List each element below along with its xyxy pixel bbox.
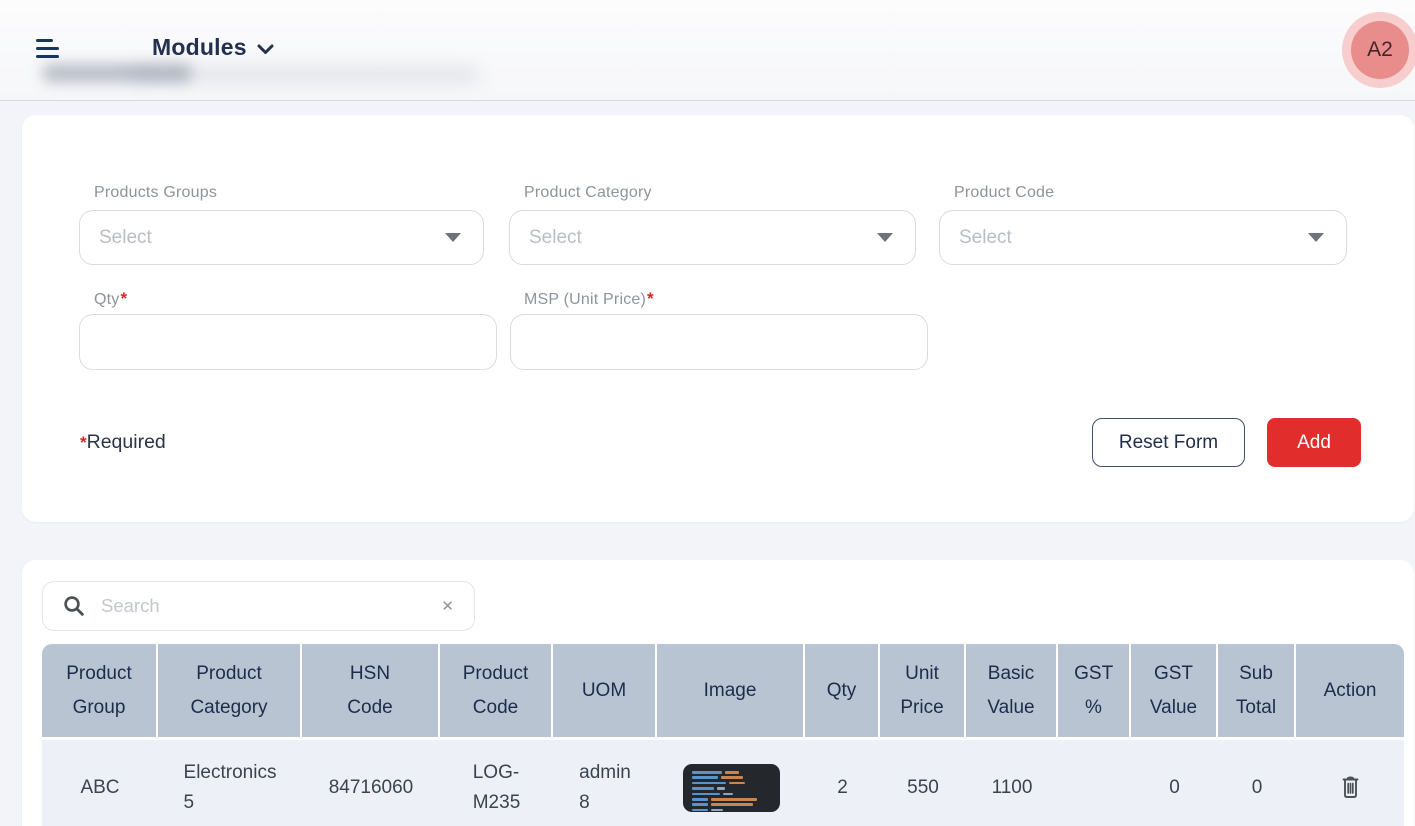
search-icon (64, 596, 84, 616)
select-caret-icon (445, 233, 461, 242)
product-category-select[interactable]: Select (509, 210, 916, 265)
products-groups-placeholder: Select (99, 226, 152, 248)
col-product-category: Product Category (158, 644, 302, 740)
col-gst-value: GST Value (1131, 644, 1218, 740)
table-row: ABC Electronics 5 84716060 LOG-M235 admi… (42, 740, 1404, 826)
top-bar: Modules A2 (0, 0, 1415, 101)
menu-icon[interactable] (36, 39, 62, 63)
avatar[interactable]: A2 (1342, 12, 1415, 88)
col-product-group: Product Group (42, 644, 158, 740)
msp-unit-price-field[interactable] (510, 314, 928, 370)
clear-search-icon[interactable]: ✕ (441, 597, 454, 615)
msp-unit-price-label: MSP (Unit Price)* (524, 289, 654, 308)
cell-unit-price: 550 (907, 777, 939, 798)
chevron-down-icon (257, 44, 274, 54)
search-box: ✕ (42, 581, 475, 631)
product-image-thumbnail[interactable] (682, 764, 780, 812)
ghost-blur-text (42, 64, 192, 82)
add-button[interactable]: Add (1267, 418, 1361, 467)
cell-product-category: Electronics 5 (183, 762, 277, 813)
product-form-card: Products Groups Select Product Category … (22, 115, 1414, 522)
ghost-blur-text-2 (130, 68, 480, 81)
modules-dropdown[interactable]: Modules (152, 34, 274, 61)
product-code-select[interactable]: Select (939, 210, 1347, 265)
cell-action (1296, 740, 1404, 826)
reset-form-button[interactable]: Reset Form (1092, 418, 1245, 467)
cell-gst-percent (1058, 740, 1131, 826)
cell-qty: 2 (837, 777, 848, 798)
delete-row-button[interactable] (1334, 769, 1367, 807)
avatar-initials: A2 (1351, 21, 1409, 79)
qty-field[interactable] (79, 314, 497, 370)
product-category-label: Product Category (524, 184, 652, 201)
cell-hsn-code: 84716060 (328, 777, 414, 798)
required-note: *Required (80, 431, 166, 453)
trash-icon (1342, 776, 1358, 798)
product-category-placeholder: Select (529, 226, 582, 248)
col-basic-value: Basic Value (966, 644, 1058, 740)
search-input[interactable] (101, 595, 426, 617)
cell-product-group: ABC (80, 777, 120, 798)
products-table: Product Group Product Category HSN Code … (42, 644, 1404, 826)
select-caret-icon (1308, 233, 1324, 242)
product-code-label: Product Code (954, 184, 1055, 201)
col-qty: Qty (805, 644, 880, 740)
cell-image (657, 740, 805, 826)
col-sub-total: Sub Total (1218, 644, 1296, 740)
qty-label: Qty* (94, 289, 128, 308)
cell-uom: admin 8 (579, 762, 631, 813)
products-groups-label: Products Groups (94, 184, 218, 201)
modules-label: Modules (152, 34, 247, 60)
cell-sub-total: 0 (1251, 777, 1263, 798)
col-image: Image (657, 644, 805, 740)
products-groups-select[interactable]: Select (79, 210, 484, 265)
products-table-card: ✕ Product Group Product Category HSN Cod… (22, 560, 1414, 826)
col-action: Action (1296, 644, 1404, 740)
col-unit-price: Unit Price (880, 644, 966, 740)
cell-basic-value: 1100 (991, 777, 1033, 798)
table-header-row: Product Group Product Category HSN Code … (42, 644, 1404, 740)
select-caret-icon (877, 233, 893, 242)
col-product-code: Product Code (440, 644, 553, 740)
col-hsn-code: HSN Code (302, 644, 440, 740)
cell-product-code: LOG-M235 (472, 762, 521, 813)
product-code-placeholder: Select (959, 226, 1012, 248)
col-gst-percent: GST % (1058, 644, 1131, 740)
col-uom: UOM (553, 644, 657, 740)
cell-gst-value: 0 (1169, 777, 1180, 798)
